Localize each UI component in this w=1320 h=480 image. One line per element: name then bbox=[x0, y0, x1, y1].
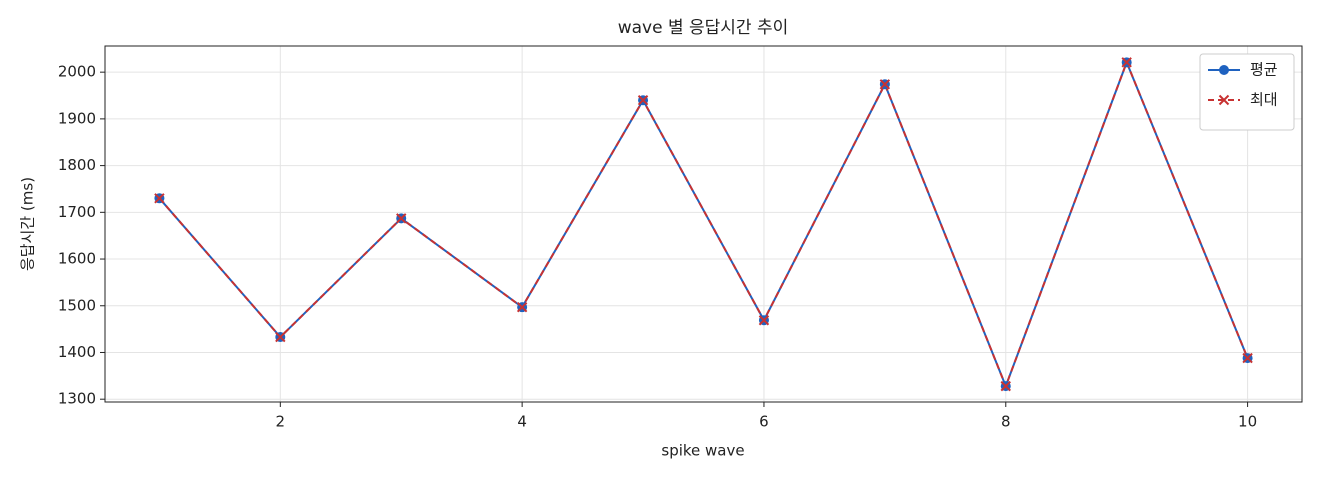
legend-label: 최대 bbox=[1250, 91, 1278, 109]
legend-label: 평균 bbox=[1250, 61, 1278, 79]
legend-marker bbox=[1219, 65, 1229, 75]
marker bbox=[879, 79, 891, 90]
y-tick-label: 1600 bbox=[58, 250, 96, 268]
series-line bbox=[158, 59, 1249, 389]
marker bbox=[637, 94, 649, 106]
y-tick-label: 1300 bbox=[58, 390, 96, 408]
series-line bbox=[158, 59, 1249, 389]
chart-title: wave 별 응답시간 추이 bbox=[618, 18, 789, 38]
y-tick-label: 1500 bbox=[58, 296, 96, 314]
marker bbox=[154, 193, 165, 204]
marker bbox=[516, 301, 528, 313]
x-tick-label: 4 bbox=[517, 413, 527, 431]
x-tick-label: 2 bbox=[276, 413, 286, 431]
y-tick-label: 1800 bbox=[58, 156, 96, 174]
marker bbox=[396, 213, 407, 224]
x-tick-label: 8 bbox=[1001, 413, 1011, 431]
marker bbox=[758, 315, 770, 326]
marker bbox=[1242, 352, 1253, 364]
plot-frame bbox=[104, 45, 1303, 403]
marker bbox=[1000, 380, 1011, 392]
x-tick-label: 6 bbox=[759, 413, 769, 431]
y-axis-label: 응답시간 (ms) bbox=[19, 177, 37, 271]
y-tick-label: 1900 bbox=[58, 109, 96, 127]
legend-box bbox=[1199, 53, 1295, 131]
y-tick-label: 1400 bbox=[58, 343, 96, 361]
y-tick-label: 1700 bbox=[58, 203, 96, 221]
y-tick-label: 2000 bbox=[58, 63, 96, 81]
x-tick-label: 10 bbox=[1238, 413, 1257, 431]
marker bbox=[275, 331, 286, 343]
legend-marker bbox=[1218, 94, 1230, 106]
marker bbox=[1121, 57, 1132, 68]
x-axis-label: spike wave bbox=[661, 442, 744, 460]
